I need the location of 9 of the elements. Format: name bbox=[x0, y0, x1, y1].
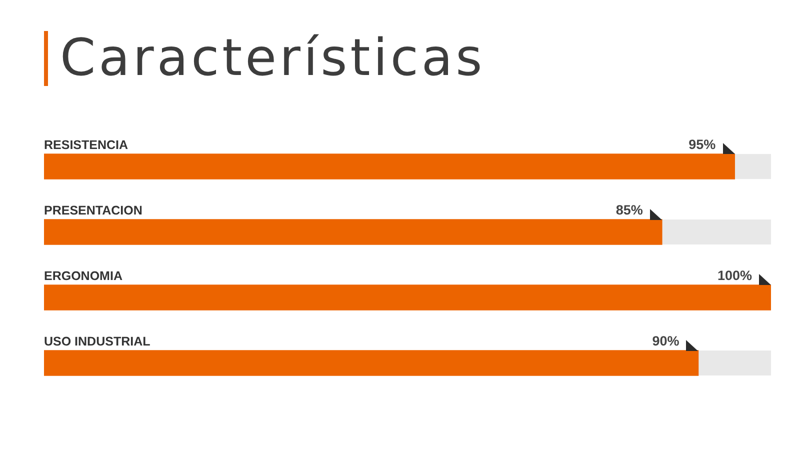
data-label: 95% bbox=[688, 137, 716, 152]
y-tick-label: RESISTENCIA bbox=[44, 138, 128, 152]
y-tick-label: USO INDUSTRIAL bbox=[44, 334, 151, 348]
y-tick-label: ERGONOMIA bbox=[44, 269, 122, 283]
data-label: 90% bbox=[652, 334, 680, 348]
chart-title: Características bbox=[60, 29, 486, 88]
y-tick-label: PRESENTACION bbox=[44, 204, 142, 218]
data-label: 100% bbox=[717, 268, 752, 283]
data-label: 85% bbox=[616, 202, 643, 218]
